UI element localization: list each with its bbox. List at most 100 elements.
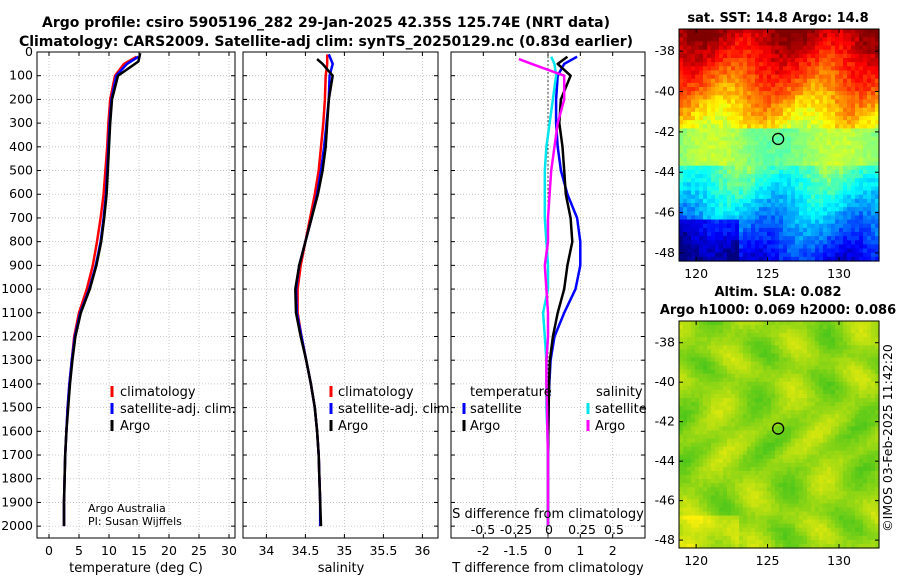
map-cell [755,37,760,43]
map-cell [823,169,828,175]
map-cell [687,215,692,221]
map-cell [875,450,880,456]
map-cell [699,333,704,338]
map-cell [871,219,876,225]
map-cell [851,37,856,43]
map-cell [679,82,684,88]
map-cell [779,361,784,367]
map-cell [719,165,724,171]
map-cell [699,186,704,192]
map-cell [759,398,764,403]
map-cell [763,161,768,167]
map-cell [703,438,708,444]
depth-tick-label: 1800 [1,471,33,486]
map-cell [875,145,880,150]
map-cell [771,333,776,338]
map-cell [867,45,872,51]
map-cell [699,178,704,183]
map-cell [763,325,768,330]
map-cell [719,410,724,415]
map-cell [707,244,712,250]
map-cell [683,33,688,38]
map-cell [703,361,708,367]
map-cell [831,203,836,208]
map-cell [763,337,768,342]
map-cell [699,349,704,355]
map-cell [791,353,796,359]
map-cell [719,58,724,63]
map-cell [739,33,744,38]
map-cell [719,145,724,150]
map-y-tick-label: -38 [655,43,675,58]
map-cell [831,215,836,221]
map-cell [703,82,708,88]
map-cell [755,87,760,92]
map-cell [803,99,808,105]
series-line-climatology [62,55,138,527]
map-cell [711,223,716,229]
map-cell [803,458,808,464]
map-cell [755,116,760,121]
map-cell [847,190,852,196]
map-cell [795,223,800,229]
map-cell [775,466,780,472]
map-cell [679,62,684,67]
map-cell [787,462,792,468]
map-cell [719,232,724,237]
map-cell [827,385,832,391]
map-cell [875,426,880,432]
map-cell [735,198,740,204]
map-cell [827,132,832,138]
map-cell [815,406,820,411]
map-cell [803,140,808,146]
map-cell [747,389,752,395]
map-cell [771,406,776,411]
map-cell [747,140,752,146]
map-cell [815,149,820,154]
legend-sal-satellite: satellite [595,402,647,417]
map-cell [795,41,800,47]
map-cell [779,87,784,92]
map-cell [811,99,816,105]
map-cell [811,345,816,350]
map-cell [791,361,796,367]
map-cell [811,377,816,383]
map-cell [707,357,712,363]
map-cell [727,393,732,399]
map-cell [855,70,860,76]
map-cell [807,58,812,63]
map-cell [755,232,760,237]
map-cell [695,58,700,63]
map-cell [755,442,760,448]
map-cell [731,190,736,196]
map-cell [703,128,708,134]
map-cell [831,211,836,217]
map-cell [875,361,880,367]
map-cell [855,345,860,350]
map-cell [835,442,840,448]
map-cell [763,426,768,432]
map-cell [699,345,704,350]
map-cell [823,49,828,55]
map-cell [679,227,684,233]
map-cell [703,58,708,63]
map-cell [683,182,688,188]
map-cell [703,377,708,383]
map-cell [839,62,844,67]
map-cell [807,398,812,403]
map-cell [687,349,692,355]
map-cell [683,41,688,47]
map-cell [767,53,772,59]
map-cell [775,161,780,167]
map-cell [835,244,840,250]
map-cell [835,78,840,84]
map-cell [839,357,844,363]
map-cell [731,111,736,117]
map-cell [799,442,804,448]
map-cell [691,398,696,403]
map-cell [751,385,756,391]
map-cell [807,353,812,359]
map-cell [735,325,740,330]
map-cell [855,120,860,125]
map-cell [863,120,868,125]
